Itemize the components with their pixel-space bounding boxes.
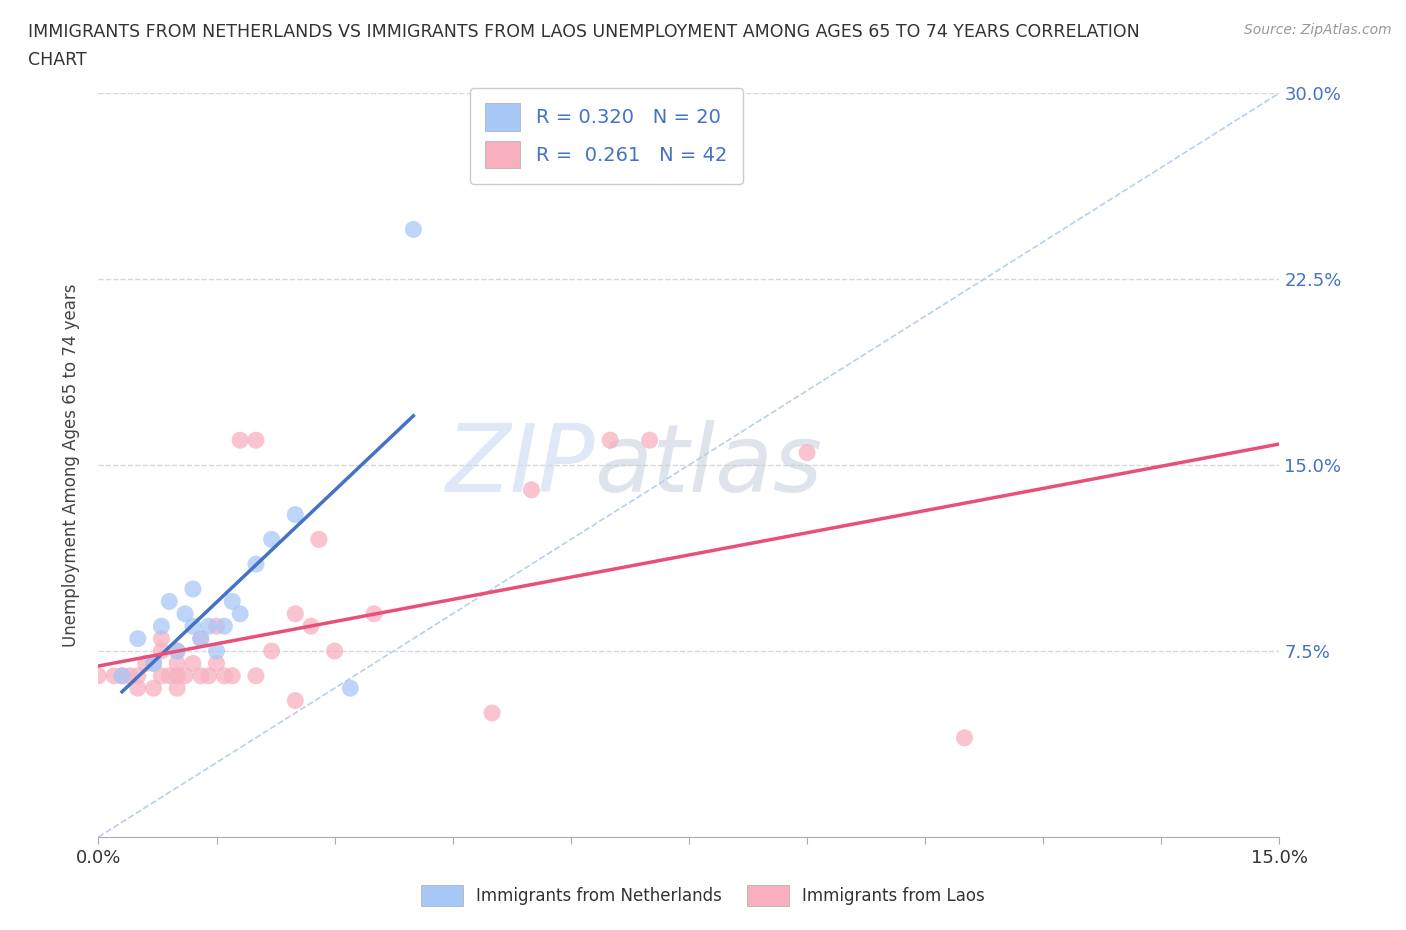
Point xyxy=(245,432,267,447)
Point xyxy=(157,669,180,684)
Point xyxy=(166,656,188,671)
Point xyxy=(166,681,188,696)
Point xyxy=(221,594,243,609)
Point xyxy=(323,644,346,658)
Point xyxy=(229,606,252,621)
Legend: R = 0.320   N = 20, R =  0.261   N = 42: R = 0.320 N = 20, R = 0.261 N = 42 xyxy=(470,87,742,184)
Point xyxy=(245,557,267,572)
Point xyxy=(245,669,267,684)
Point xyxy=(157,594,180,609)
Point xyxy=(87,669,110,684)
Point xyxy=(299,618,322,633)
Point xyxy=(150,644,173,658)
Text: Source: ZipAtlas.com: Source: ZipAtlas.com xyxy=(1244,23,1392,37)
Point xyxy=(205,618,228,633)
Point xyxy=(197,669,219,684)
Point xyxy=(111,669,134,684)
Point xyxy=(284,606,307,621)
Point xyxy=(229,432,252,447)
Point xyxy=(142,656,165,671)
Point xyxy=(103,669,125,684)
Point xyxy=(481,706,503,721)
Text: IMMIGRANTS FROM NETHERLANDS VS IMMIGRANTS FROM LAOS UNEMPLOYMENT AMONG AGES 65 T: IMMIGRANTS FROM NETHERLANDS VS IMMIGRANT… xyxy=(28,23,1140,41)
Text: atlas: atlas xyxy=(595,419,823,511)
Text: CHART: CHART xyxy=(28,51,87,69)
Point xyxy=(190,631,212,646)
Point xyxy=(197,618,219,633)
Point xyxy=(205,656,228,671)
Text: ZIP: ZIP xyxy=(444,419,595,511)
Point xyxy=(174,669,197,684)
Point xyxy=(214,669,236,684)
Point xyxy=(190,669,212,684)
Point xyxy=(260,532,283,547)
Point xyxy=(953,730,976,745)
Point xyxy=(166,644,188,658)
Point xyxy=(135,656,157,671)
Point xyxy=(260,644,283,658)
Point xyxy=(166,644,188,658)
Point xyxy=(150,631,173,646)
Point xyxy=(127,681,149,696)
Y-axis label: Unemployment Among Ages 65 to 74 years: Unemployment Among Ages 65 to 74 years xyxy=(62,284,80,646)
Point xyxy=(284,693,307,708)
Point xyxy=(181,618,204,633)
Point xyxy=(181,656,204,671)
Point xyxy=(150,669,173,684)
Point xyxy=(599,432,621,447)
Point xyxy=(214,618,236,633)
Point xyxy=(221,669,243,684)
Point xyxy=(205,644,228,658)
Point xyxy=(174,606,197,621)
Point xyxy=(111,669,134,684)
Point xyxy=(166,669,188,684)
Legend: Immigrants from Netherlands, Immigrants from Laos: Immigrants from Netherlands, Immigrants … xyxy=(415,879,991,912)
Point xyxy=(284,507,307,522)
Point xyxy=(520,483,543,498)
Point xyxy=(638,432,661,447)
Point xyxy=(796,445,818,460)
Point xyxy=(118,669,141,684)
Point xyxy=(142,681,165,696)
Point xyxy=(142,656,165,671)
Point xyxy=(363,606,385,621)
Point xyxy=(150,618,173,633)
Point xyxy=(181,581,204,596)
Point xyxy=(127,631,149,646)
Point xyxy=(127,669,149,684)
Point xyxy=(308,532,330,547)
Point xyxy=(190,631,212,646)
Point xyxy=(402,222,425,237)
Point xyxy=(339,681,361,696)
